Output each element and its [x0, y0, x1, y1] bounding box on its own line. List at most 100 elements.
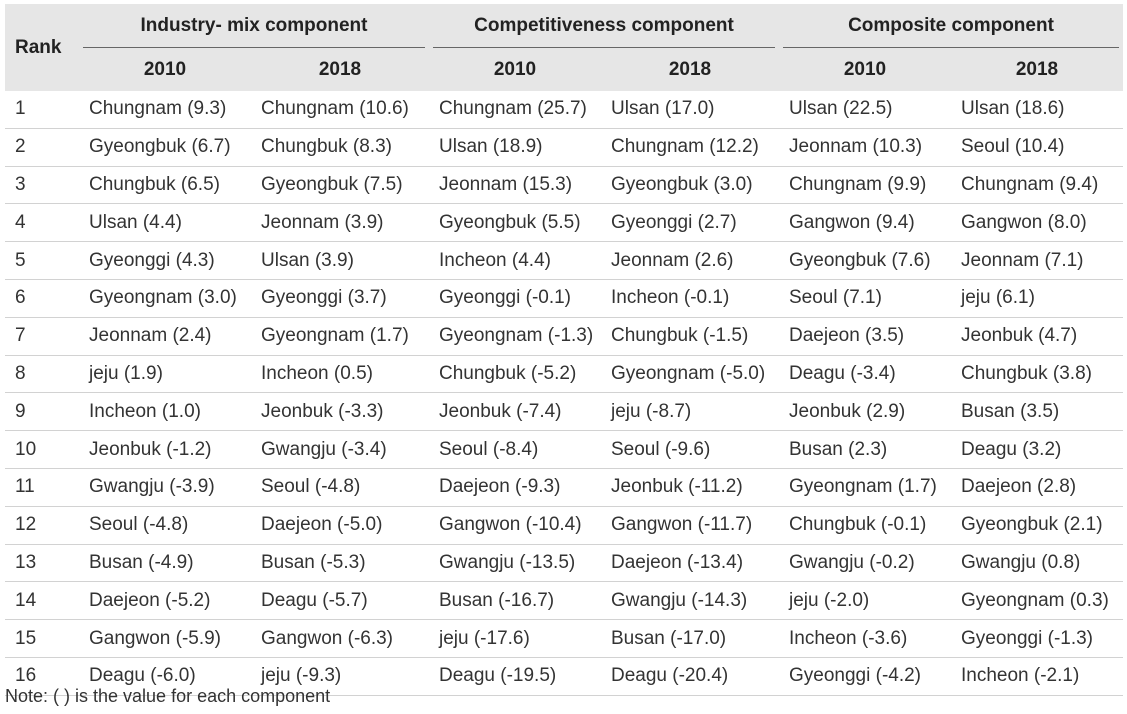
- rank-cell: 10: [5, 430, 79, 469]
- composite-2010-cell: Daejeon (3.5): [779, 317, 951, 356]
- industry-2018-cell: Gyeongnam (1.7): [251, 317, 429, 356]
- industry-2010-cell: Gwangju (-3.9): [79, 468, 251, 507]
- competitiveness-2010-cell: Gwangju (-13.5): [429, 544, 601, 583]
- industry-2018-cell: Ulsan (3.9): [251, 241, 429, 280]
- industry-2018-cell: Gyeonggi (3.7): [251, 279, 429, 318]
- rank-cell: 11: [5, 468, 79, 507]
- rank-cell: 9: [5, 392, 79, 432]
- industry-2010-cell: Jeonnam (2.4): [79, 317, 251, 356]
- table-row: 7 Jeonnam (2.4) Gyeongnam (1.7) Gyeongnam (…: [5, 317, 1123, 356]
- composite-header: Composite component: [779, 4, 1123, 48]
- year-header-industry-2018: 2018: [251, 48, 429, 91]
- competitiveness-2018-cell: jeju (-8.7): [601, 392, 779, 432]
- competitiveness-2010-cell: Jeonnam (15.3): [429, 166, 601, 205]
- composite-underline: [783, 47, 1119, 48]
- industry-2010-cell: Seoul (-4.8): [79, 506, 251, 545]
- table-row: 15 Gangwon (-5.9) Gangwon (-6.3) jeju (-17.…: [5, 619, 1123, 658]
- competitiveness-2018-cell: Jeonbuk (-11.2): [601, 468, 779, 507]
- competitiveness-2010-cell: Busan (-16.7): [429, 581, 601, 621]
- competitiveness-2018-cell: Daejeon (-13.4): [601, 544, 779, 583]
- year-header-industry-2010: 2010: [79, 48, 251, 91]
- competitiveness-2018-cell: Jeonnam (2.6): [601, 241, 779, 280]
- industry-2018-cell: Chungbuk (8.3): [251, 128, 429, 167]
- composite-2018-cell: Gyeonggi (-1.3): [951, 619, 1123, 658]
- industry-2018-cell: Gangwon (-6.3): [251, 619, 429, 658]
- rank-cell: 8: [5, 355, 79, 394]
- industry-2010-cell: Gyeongbuk (6.7): [79, 128, 251, 167]
- industry-2010-cell: Gyeongnam (3.0): [79, 279, 251, 318]
- industry-2010-cell: Incheon (1.0): [79, 392, 251, 432]
- table-row: 11 Gwangju (-3.9) Seoul (-4.8) Daejeon (-9.…: [5, 468, 1123, 507]
- industry-2010-cell: Chungnam (9.3): [79, 91, 251, 129]
- rank-cell: 13: [5, 544, 79, 583]
- competitiveness-header-label: Competitiveness component: [474, 15, 734, 36]
- ranking-table: Rank Industry- mix component Competitive…: [5, 4, 1123, 696]
- industry-2018-cell: Incheon (0.5): [251, 355, 429, 394]
- composite-2018-cell: Seoul (10.4): [951, 128, 1123, 167]
- competitiveness-header: Competitiveness component: [429, 4, 779, 48]
- table-row: 16 Deagu (-6.0) jeju (-9.3) Deagu (-19.5) De…: [5, 657, 1123, 696]
- industry-2010-cell: Deagu (-6.0): [79, 657, 251, 696]
- industry-2010-cell: Jeonbuk (-1.2): [79, 430, 251, 469]
- rank-cell: 1: [5, 91, 79, 129]
- rank-cell: 15: [5, 619, 79, 658]
- composite-2018-cell: Chungnam (9.4): [951, 166, 1123, 205]
- composite-2010-cell: Gyeongbuk (7.6): [779, 241, 951, 280]
- industry-2010-cell: Gyeonggi (4.3): [79, 241, 251, 280]
- rank-cell: 16: [5, 657, 79, 696]
- table-row: 6 Gyeongnam (3.0) Gyeonggi (3.7) Gyeonggi (…: [5, 279, 1123, 318]
- industry-2010-cell: Chungbuk (6.5): [79, 166, 251, 205]
- year-header-composite-2018: 2018: [951, 48, 1123, 91]
- composite-2010-cell: Gyeonggi (-4.2): [779, 657, 951, 696]
- competitiveness-2018-cell: Ulsan (17.0): [601, 91, 779, 129]
- composite-header-label: Composite component: [848, 15, 1054, 36]
- composite-2010-cell: Busan (2.3): [779, 430, 951, 469]
- composite-2018-cell: Gangwon (8.0): [951, 203, 1123, 243]
- composite-2010-cell: Incheon (-3.6): [779, 619, 951, 658]
- table-row: 9 Incheon (1.0) Jeonbuk (-3.3) Jeonbuk (-7.…: [5, 392, 1123, 432]
- competitiveness-2018-cell: Gwangju (-14.3): [601, 581, 779, 621]
- composite-2018-cell: Gyeongbuk (2.1): [951, 506, 1123, 545]
- industry-2018-cell: Seoul (-4.8): [251, 468, 429, 507]
- industry-2010-cell: Busan (-4.9): [79, 544, 251, 583]
- composite-2010-cell: Gyeongnam (1.7): [779, 468, 951, 507]
- rank-cell: 4: [5, 203, 79, 243]
- table-row: 12 Seoul (-4.8) Daejeon (-5.0) Gangwon (-10…: [5, 506, 1123, 545]
- table-row: 2 Gyeongbuk (6.7) Chungbuk (8.3) Ulsan (18.…: [5, 128, 1123, 167]
- competitiveness-2010-cell: Chungnam (25.7): [429, 91, 601, 129]
- industry-mix-header: Industry- mix component: [79, 4, 429, 48]
- composite-2018-cell: Incheon (-2.1): [951, 657, 1123, 696]
- year-header-competitiveness-2018: 2018: [601, 48, 779, 91]
- industry-mix-header-label: Industry- mix component: [140, 15, 368, 36]
- table-header: Rank Industry- mix component Competitive…: [5, 4, 1123, 91]
- industry-2018-cell: Gyeongbuk (7.5): [251, 166, 429, 205]
- rank-cell: 7: [5, 317, 79, 356]
- year-header-competitiveness-2010: 2010: [429, 48, 601, 91]
- rank-cell: 2: [5, 128, 79, 167]
- composite-2018-cell: Deagu (3.2): [951, 430, 1123, 469]
- year-header-composite-2010: 2010: [779, 48, 951, 91]
- composite-2010-cell: Gwangju (-0.2): [779, 544, 951, 583]
- competitiveness-2018-cell: Chungbuk (-1.5): [601, 317, 779, 356]
- composite-2010-cell: Jeonnam (10.3): [779, 128, 951, 167]
- table-row: 1 Chungnam (9.3) Chungnam (10.6) Chungnam (…: [5, 91, 1123, 129]
- composite-2018-cell: Ulsan (18.6): [951, 91, 1123, 129]
- competitiveness-2018-cell: Deagu (-20.4): [601, 657, 779, 696]
- composite-2018-cell: Gyeongnam (0.3): [951, 581, 1123, 621]
- composite-2018-cell: jeju (6.1): [951, 279, 1123, 318]
- composite-2018-cell: Busan (3.5): [951, 392, 1123, 432]
- competitiveness-2018-cell: Busan (-17.0): [601, 619, 779, 658]
- composite-2010-cell: Gangwon (9.4): [779, 203, 951, 243]
- competitiveness-2010-cell: Ulsan (18.9): [429, 128, 601, 167]
- competitiveness-2010-cell: Gyeongbuk (5.5): [429, 203, 601, 243]
- competitiveness-2010-cell: Jeonbuk (-7.4): [429, 392, 601, 432]
- competitiveness-2018-cell: Gyeongnam (-5.0): [601, 355, 779, 394]
- composite-2010-cell: Chungnam (9.9): [779, 166, 951, 205]
- header-row-groups: Rank Industry- mix component Competitive…: [5, 4, 1123, 91]
- industry-2018-cell: Jeonnam (3.9): [251, 203, 429, 243]
- table-row: 10 Jeonbuk (-1.2) Gwangju (-3.4) Seoul (-8.…: [5, 430, 1123, 469]
- competitiveness-2018-cell: Gangwon (-11.7): [601, 506, 779, 545]
- competitiveness-2010-cell: Daejeon (-9.3): [429, 468, 601, 507]
- industry-2018-cell: jeju (-9.3): [251, 657, 429, 696]
- competitiveness-2010-cell: Gyeonggi (-0.1): [429, 279, 601, 318]
